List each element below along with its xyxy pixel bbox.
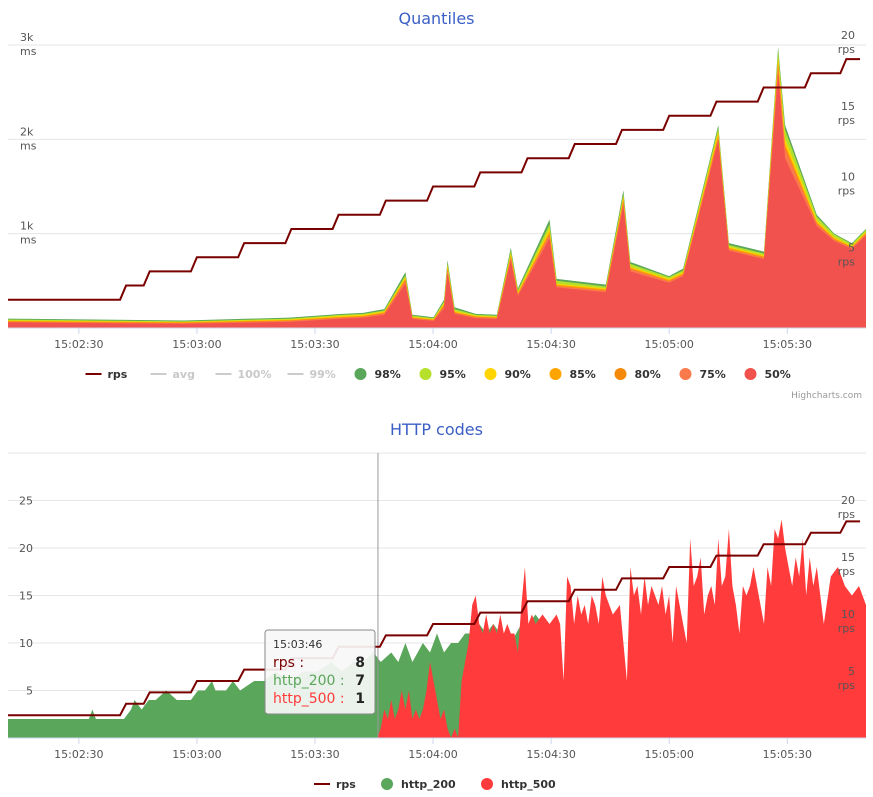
chart2-ytick-label: 10 bbox=[19, 637, 33, 650]
chart1-ytick-label: 3k bbox=[20, 31, 34, 44]
legend-swatch bbox=[354, 368, 367, 380]
chart1-rtick-unit: rps bbox=[838, 114, 856, 127]
tooltip-box bbox=[264, 629, 376, 715]
http-codes-chart[interactable]: HTTP codes5101520255rps10rps15rps20rps15… bbox=[0, 410, 873, 797]
rps-line bbox=[8, 58, 860, 301]
chart1-xtick-label: 15:04:00 bbox=[408, 338, 457, 351]
tooltip-time: 15:03:46 bbox=[273, 638, 322, 651]
chart1-rtick-unit: rps bbox=[838, 43, 856, 56]
chart1-rtick-label: 20 bbox=[841, 29, 855, 42]
legend-label: 99% bbox=[310, 368, 336, 381]
legend-swatch bbox=[419, 368, 432, 380]
chart1-ytick-unit: ms bbox=[20, 139, 37, 152]
legend-label: 100% bbox=[238, 368, 272, 381]
legend-label: 98% bbox=[375, 368, 401, 381]
tooltip-value-rps: 8 bbox=[355, 655, 365, 671]
chart2-rtick-unit: rps bbox=[838, 622, 856, 635]
chart1-ytick-label: 1k bbox=[20, 220, 34, 233]
rps-line bbox=[8, 520, 860, 717]
credit-link[interactable]: Highcharts.com bbox=[791, 391, 862, 401]
chart2-rtick-label: 10 bbox=[841, 608, 855, 621]
series-area-http-500 bbox=[8, 519, 866, 738]
chart1-ytick-label: 2k bbox=[20, 125, 34, 138]
legend-label: 90% bbox=[505, 368, 531, 381]
chart2-rtick-unit: rps bbox=[838, 565, 856, 578]
legend-swatch bbox=[549, 368, 562, 380]
chart1-rtick-unit: rps bbox=[838, 185, 856, 198]
chart1-xtick-label: 15:05:30 bbox=[763, 338, 812, 351]
legend-swatch bbox=[484, 368, 497, 380]
legend-label: 80% bbox=[635, 368, 661, 381]
legend-item-85pct[interactable]: 85% bbox=[549, 368, 596, 381]
legend-label: rps bbox=[336, 778, 356, 791]
chart2-xtick-label: 15:04:30 bbox=[526, 748, 575, 761]
chart1-xtick-label: 15:05:00 bbox=[645, 338, 694, 351]
chart1-title: Quantiles bbox=[398, 9, 474, 28]
legend-item-http-200[interactable]: http_200 bbox=[381, 778, 456, 791]
chart2-xtick-label: 15:03:30 bbox=[290, 748, 339, 761]
chart2-ytick-label: 25 bbox=[19, 495, 33, 508]
legend-item-rps[interactable]: rps bbox=[314, 778, 356, 791]
tooltip-value-http-500: 1 bbox=[355, 691, 365, 707]
chart1-ytick-unit: ms bbox=[20, 234, 37, 247]
legend-swatch bbox=[744, 368, 757, 380]
legend-label: rps bbox=[108, 368, 128, 381]
chart2-rtick-label: 20 bbox=[841, 494, 855, 507]
chart2-xtick-label: 15:05:00 bbox=[645, 748, 694, 761]
tooltip-value-http-200: 7 bbox=[355, 673, 365, 689]
legend-item-avg[interactable]: avg bbox=[150, 368, 195, 381]
legend-label: 95% bbox=[440, 368, 466, 381]
legend-label: http_200 bbox=[401, 778, 456, 791]
chart2-xtick-label: 15:02:30 bbox=[54, 748, 103, 761]
chart1-xtick-label: 15:04:30 bbox=[526, 338, 575, 351]
chart1-xtick-label: 15:02:30 bbox=[54, 338, 103, 351]
chart2-xtick-label: 15:04:00 bbox=[408, 748, 457, 761]
legend-swatch bbox=[481, 778, 493, 790]
chart1-xtick-label: 15:03:30 bbox=[290, 338, 339, 351]
legend-item-90pct[interactable]: 90% bbox=[484, 368, 531, 381]
tooltip-label-http-500: http_500 : bbox=[273, 691, 345, 707]
legend-item-rps[interactable]: rps bbox=[85, 368, 128, 381]
chart2-rtick-label: 15 bbox=[841, 551, 855, 564]
legend-item-http-500[interactable]: http_500 bbox=[481, 778, 556, 791]
legend-item-100pct[interactable]: 100% bbox=[215, 368, 272, 381]
legend-label: 50% bbox=[765, 368, 791, 381]
legend-swatch bbox=[614, 368, 627, 380]
chart2-rtick-unit: rps bbox=[838, 679, 856, 692]
legend-item-50pct[interactable]: 50% bbox=[744, 368, 791, 381]
legend-item-95pct[interactable]: 95% bbox=[419, 368, 466, 381]
chart1-xtick-label: 15:03:00 bbox=[172, 338, 221, 351]
chart1-rtick-label: 15 bbox=[841, 100, 855, 113]
chart1-rtick-unit: rps bbox=[838, 255, 856, 268]
quantiles-chart[interactable]: Quantiles1kms2kms3kms5rps10rps15rps20rps… bbox=[0, 0, 873, 410]
legend-label: 75% bbox=[700, 368, 726, 381]
chart1-rtick-label: 10 bbox=[841, 171, 855, 184]
chart2-ytick-label: 5 bbox=[26, 685, 33, 698]
chart2-xtick-label: 15:03:00 bbox=[172, 748, 221, 761]
chart2-title: HTTP codes bbox=[390, 420, 483, 439]
legend-item-98pct[interactable]: 98% bbox=[354, 368, 401, 381]
legend-item-75pct[interactable]: 75% bbox=[679, 368, 726, 381]
legend-swatch bbox=[381, 778, 393, 790]
legend-label: avg bbox=[173, 368, 195, 381]
legend-item-80pct[interactable]: 80% bbox=[614, 368, 661, 381]
legend-swatch bbox=[679, 368, 692, 380]
chart2-rtick-unit: rps bbox=[838, 508, 856, 521]
chart2-rtick-label: 5 bbox=[848, 665, 855, 678]
chart2-ytick-label: 20 bbox=[19, 542, 33, 555]
series-area-50pct bbox=[8, 73, 866, 328]
chart2-ytick-label: 15 bbox=[19, 590, 33, 603]
legend-item-99pct[interactable]: 99% bbox=[287, 368, 336, 381]
tooltip: 15:03:46 rps : 8 http_200 : 7 http_500 : 1 bbox=[264, 629, 376, 715]
legend-label: http_500 bbox=[501, 778, 556, 791]
chart2-xtick-label: 15:05:30 bbox=[763, 748, 812, 761]
legend-label: 85% bbox=[570, 368, 596, 381]
tooltip-label-rps: rps : bbox=[273, 655, 304, 671]
chart1-ytick-unit: ms bbox=[20, 45, 37, 58]
chart1-rtick-label: 5 bbox=[848, 241, 855, 254]
tooltip-label-http-200: http_200 : bbox=[273, 673, 345, 689]
